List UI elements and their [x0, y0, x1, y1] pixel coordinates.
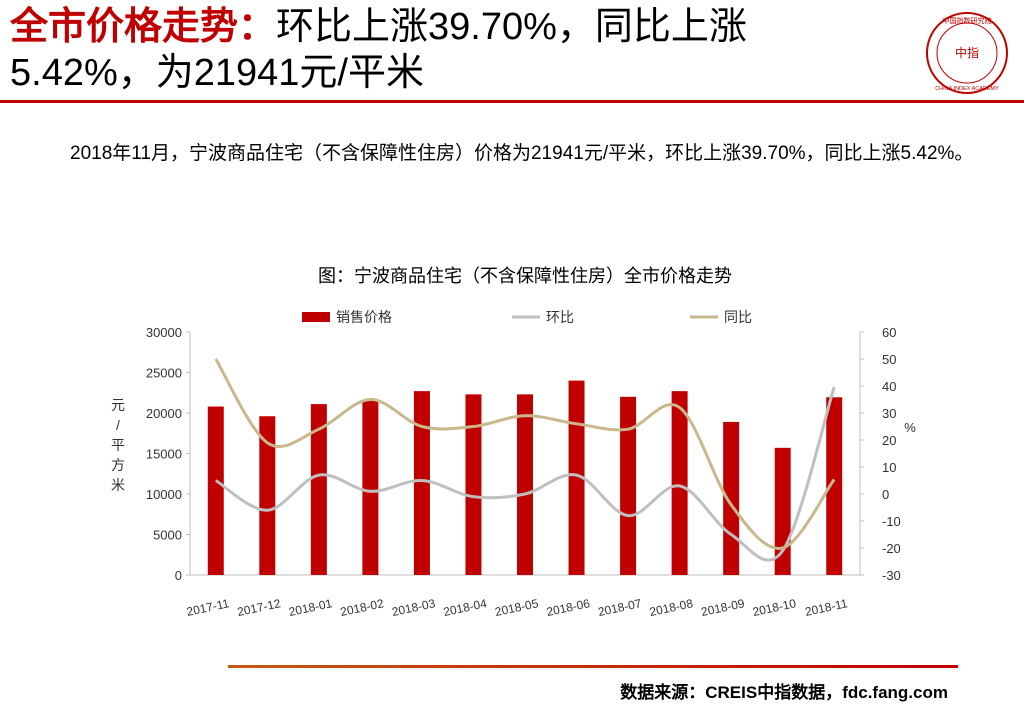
- x-tick-label: 2018-08: [648, 596, 694, 619]
- x-tick-label: 2018-01: [287, 596, 333, 619]
- bar: [568, 380, 585, 575]
- x-tick-label: 2018-04: [442, 596, 488, 619]
- x-tick-label: 2018-06: [545, 596, 591, 619]
- y-tick-label: 15000: [146, 447, 182, 462]
- logo-ring: [926, 12, 1008, 94]
- x-tick-label: 2018-02: [339, 596, 385, 619]
- slide-title: 全市价格走势：环比上涨39.70%，同比上涨5.42%，为21941元/平米: [10, 4, 890, 96]
- y-tick-label: 10000: [146, 487, 182, 502]
- bar: [362, 400, 379, 575]
- y2-tick-label: -20: [882, 541, 901, 556]
- y2-tick-label: 10: [882, 460, 896, 475]
- header-rule: [0, 100, 1024, 103]
- bar: [465, 394, 482, 575]
- legend-label: 同比: [724, 309, 752, 325]
- chart-title: 图：宁波商品住宅（不含保障性住房）全市价格走势: [318, 266, 732, 286]
- x-tick-label: 2018-11: [804, 596, 849, 619]
- y2-tick-label: 40: [882, 379, 896, 394]
- y2-tick-label: -30: [882, 568, 901, 583]
- bar: [207, 406, 224, 575]
- x-tick-label: 2018-09: [700, 596, 746, 619]
- y-tick-label: 25000: [146, 366, 182, 381]
- x-tick-label: 2018-03: [391, 596, 437, 619]
- bar: [671, 391, 688, 575]
- y-axis-label-char: 米: [111, 477, 125, 493]
- x-tick-label: 2018-10: [751, 596, 797, 619]
- legend-swatch: [302, 312, 330, 322]
- logo-en: CHINA INDEX ACADEMY: [935, 86, 999, 92]
- x-tick-label: 2018-05: [494, 596, 540, 619]
- y2-axis-label: %: [904, 420, 916, 435]
- y-axis-label-char: /: [116, 417, 120, 433]
- x-tick-label: 2017-12: [236, 596, 282, 619]
- y2-tick-label: 30: [882, 406, 896, 421]
- y-tick-label: 20000: [146, 406, 182, 421]
- y-axis-label-char: 方: [111, 457, 125, 473]
- title-label: 全市价格走势：: [10, 6, 277, 48]
- bar: [517, 394, 533, 575]
- logo-cn: 中国指数研究院: [943, 16, 992, 25]
- y-tick-label: 5000: [153, 528, 182, 543]
- logo-mark: 中指: [955, 45, 979, 60]
- line: [214, 358, 836, 550]
- x-tick-label: 2018-07: [597, 596, 643, 619]
- bar: [413, 391, 430, 575]
- y-axis-label-char: 元: [111, 397, 125, 413]
- y2-tick-label: 20: [882, 433, 896, 448]
- body-text: 2018年11月，宁波商品住宅（不含保障性住房）价格为21941元/平米，环比上…: [70, 143, 974, 164]
- source-rule: [228, 665, 958, 668]
- title-text: 环比上涨39.70%，同比上涨5.42%，为21941元/平米: [10, 6, 747, 94]
- y2-tick-label: 50: [882, 352, 896, 367]
- line: [214, 386, 836, 562]
- y-tick-label: 0: [175, 568, 182, 583]
- bar: [259, 416, 276, 575]
- y2-tick-label: 0: [882, 487, 889, 502]
- legend-label: 销售价格: [336, 309, 392, 325]
- y-axis-label: 元 / 平方米: [111, 397, 125, 493]
- bar: [620, 396, 637, 575]
- y-axis-label-char: 平: [111, 437, 125, 453]
- y-tick-label: 30000: [146, 325, 182, 340]
- chart: 图：宁波商品住宅（不含保障性住房）全市价格走势 0 5000 10000 15000 2…: [111, 266, 916, 619]
- legend-label: 环比: [546, 309, 574, 325]
- source: 数据来源：CREIS中指数据，fdc.fang.com: [620, 683, 948, 702]
- bar: [826, 397, 843, 575]
- y2-tick-label: 60: [882, 325, 896, 340]
- bar: [310, 404, 327, 575]
- y2-tick-label: -10: [882, 514, 901, 529]
- logo: 中国指数研究院 中指 CHINA INDEX ACADEMY: [926, 12, 1008, 94]
- logo-inner: [936, 22, 998, 84]
- x-tick-label: 2017-11: [185, 596, 230, 619]
